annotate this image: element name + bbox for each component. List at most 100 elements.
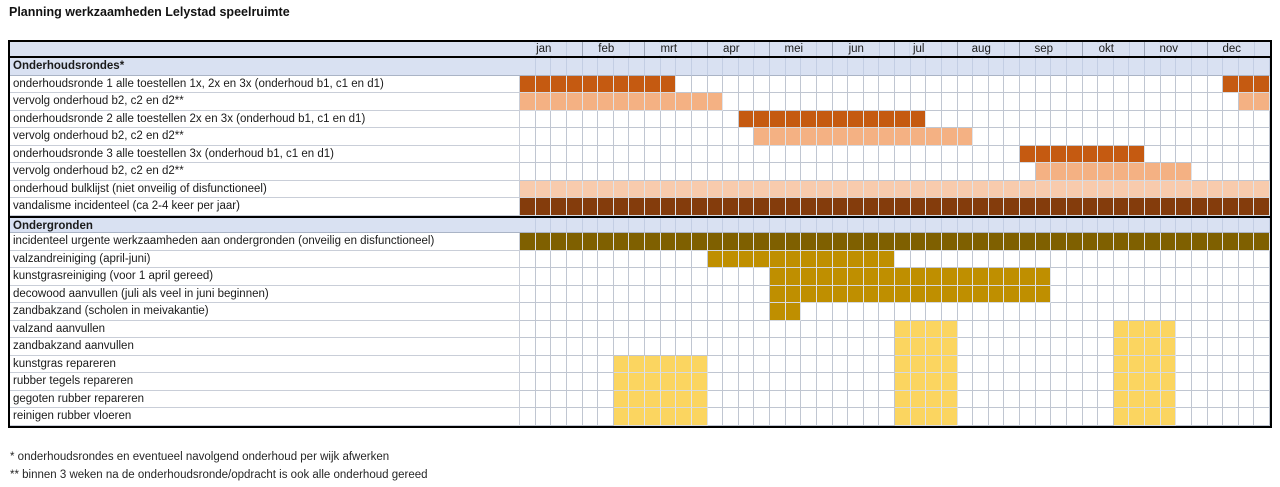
week-cell xyxy=(1160,180,1177,198)
week-cell xyxy=(691,355,708,373)
week-cell xyxy=(1238,163,1255,181)
week-cell xyxy=(801,128,817,146)
week-cell xyxy=(1176,145,1192,163)
week-cell xyxy=(1160,250,1177,268)
week-cell xyxy=(535,75,552,93)
week-cell xyxy=(754,145,770,163)
week-cell xyxy=(801,285,817,303)
week-cells xyxy=(520,233,1270,251)
week-cell xyxy=(629,233,645,251)
week-cell xyxy=(1160,303,1177,321)
week-cell xyxy=(1238,217,1255,233)
week-cell xyxy=(520,373,536,391)
week-cell xyxy=(1066,285,1083,303)
week-cell xyxy=(863,58,880,76)
week-cell xyxy=(754,233,770,251)
week-cell xyxy=(629,93,645,111)
week-cell xyxy=(879,303,895,321)
week-cell xyxy=(1035,268,1052,286)
week-cell xyxy=(1051,163,1067,181)
week-cell xyxy=(816,128,833,146)
week-cell xyxy=(1051,373,1067,391)
week-cell xyxy=(1176,128,1192,146)
week-cell xyxy=(629,250,645,268)
week-cell xyxy=(801,163,817,181)
week-cell xyxy=(941,355,958,373)
week-cell xyxy=(1098,128,1114,146)
week-cell xyxy=(676,373,692,391)
week-cell xyxy=(1254,408,1270,426)
week-cell xyxy=(1223,373,1239,391)
month-header-spacer xyxy=(10,42,520,56)
planning-table: jan feb mrt apr mei jun jul aug sep okt nov dec Onde… xyxy=(8,40,1272,428)
week-cell xyxy=(910,110,927,128)
week-cell xyxy=(910,217,927,233)
week-cell xyxy=(1020,373,1036,391)
week-cell xyxy=(1254,75,1270,93)
week-cell xyxy=(1020,58,1036,76)
week-cell xyxy=(520,58,536,76)
week-cell xyxy=(629,128,645,146)
footnotes: * onderhoudsrondes en eventueel navolgen… xyxy=(10,448,428,484)
week-cell xyxy=(1176,285,1192,303)
week-cell xyxy=(613,75,630,93)
week-cell xyxy=(1020,390,1036,408)
week-cell xyxy=(879,217,895,233)
task-label: onderhoudsronde 3 alle toestellen 3x (on… xyxy=(10,145,520,163)
week-cell xyxy=(926,303,942,321)
week-cell xyxy=(1082,180,1099,198)
week-cell xyxy=(926,285,942,303)
week-cell xyxy=(941,408,958,426)
week-cell xyxy=(1066,268,1083,286)
week-cell xyxy=(848,320,864,338)
week-cell xyxy=(754,268,770,286)
week-cell xyxy=(1113,93,1130,111)
week-cell xyxy=(691,93,708,111)
week-cell xyxy=(941,180,958,198)
week-cell xyxy=(1035,198,1052,216)
week-cell xyxy=(582,233,599,251)
week-cell xyxy=(1145,373,1161,391)
week-cell xyxy=(1082,217,1099,233)
week-cell xyxy=(832,373,849,391)
month-cell: feb xyxy=(582,42,645,56)
week-cell xyxy=(723,110,739,128)
week-cell xyxy=(754,390,770,408)
task-row: onderhoud bulklijst (niet onveilig of di… xyxy=(10,180,1270,198)
week-cell xyxy=(598,303,614,321)
week-cell xyxy=(566,355,583,373)
week-cell xyxy=(1098,217,1114,233)
week-cell xyxy=(598,373,614,391)
week-cell xyxy=(895,320,911,338)
week-cell xyxy=(816,180,833,198)
week-cell xyxy=(738,163,755,181)
week-cell xyxy=(645,128,661,146)
week-cell xyxy=(895,163,911,181)
week-cell xyxy=(691,268,708,286)
week-cell xyxy=(832,110,849,128)
week-cell xyxy=(660,217,677,233)
week-cell xyxy=(770,408,786,426)
week-cell xyxy=(582,338,599,356)
week-cell xyxy=(957,285,974,303)
week-cell xyxy=(1098,268,1114,286)
week-cell xyxy=(973,217,989,233)
week-cell xyxy=(691,233,708,251)
week-cell xyxy=(660,93,677,111)
week-cell xyxy=(801,408,817,426)
week-cell xyxy=(535,320,552,338)
week-cell xyxy=(723,285,739,303)
week-cell xyxy=(941,217,958,233)
week-cell xyxy=(1191,75,1208,93)
week-cell xyxy=(535,93,552,111)
week-cell xyxy=(785,110,802,128)
month-cell: jan xyxy=(520,42,583,56)
week-cell xyxy=(770,373,786,391)
week-cell xyxy=(1207,217,1224,233)
week-cell xyxy=(566,233,583,251)
week-cell xyxy=(1066,355,1083,373)
week-cell xyxy=(520,128,536,146)
week-cell xyxy=(1098,233,1114,251)
week-cell xyxy=(1066,217,1083,233)
week-cell xyxy=(660,180,677,198)
